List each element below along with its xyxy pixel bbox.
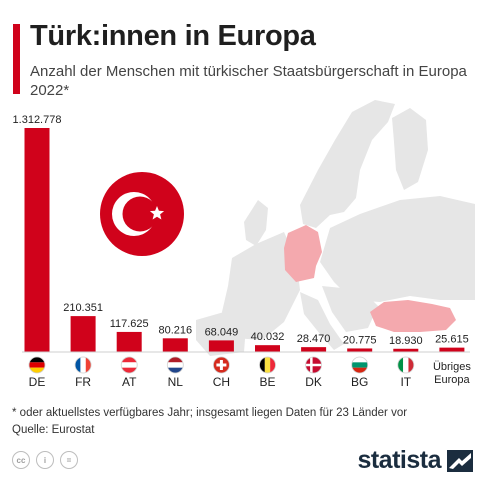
flag-nl-icon xyxy=(166,356,184,374)
statista-logo[interactable]: statista xyxy=(357,446,473,475)
value-label-dk: 28.470 xyxy=(297,333,331,345)
turkey-flag-emblem xyxy=(100,172,184,256)
map-uk xyxy=(244,200,268,246)
bar-at[interactable] xyxy=(116,331,142,352)
value-label-de: 1.312.778 xyxy=(13,114,62,126)
category-label-fr: FR xyxy=(75,375,91,389)
bar-it[interactable] xyxy=(393,348,419,352)
bar-be[interactable] xyxy=(255,345,280,352)
map-germany-highlight xyxy=(284,225,322,282)
category-label-de: DE xyxy=(29,375,46,389)
flag-at-icon xyxy=(120,356,138,374)
chart-subtitle: Anzahl der Menschen mit türkischer Staat… xyxy=(30,63,467,99)
value-label-übriges-europa: 25.615 xyxy=(435,334,469,346)
category-label-it: IT xyxy=(400,375,411,389)
license-icons: cc i = xyxy=(12,451,78,469)
category-label-ch: CH xyxy=(213,375,230,389)
attribution-icon[interactable]: i xyxy=(36,451,54,469)
map-italy xyxy=(300,292,344,350)
map-balkans xyxy=(322,286,378,332)
flag-fr-icon xyxy=(74,356,92,374)
flag-it-icon xyxy=(397,356,415,374)
category-label-nl: NL xyxy=(168,375,184,389)
bar-fr[interactable] xyxy=(70,316,96,352)
bar-de[interactable] xyxy=(24,128,50,352)
value-label-bg: 20.775 xyxy=(343,334,377,346)
value-label-ch: 68.049 xyxy=(205,326,239,338)
footnote: * oder aktuellstes verfügbares Jahr; ins… xyxy=(12,405,407,439)
no-derivatives-icon[interactable]: = xyxy=(60,451,78,469)
chart-title: Türk:innen in Europa xyxy=(30,20,316,52)
category-label-dk: DK xyxy=(305,375,322,389)
value-label-nl: 80.216 xyxy=(158,324,192,336)
value-label-fr: 210.351 xyxy=(63,302,103,314)
bar-dk[interactable] xyxy=(301,347,327,352)
flag-be-icon xyxy=(259,356,276,374)
map-eastern-europe xyxy=(320,196,475,302)
category-label-übriges-europa: Übriges xyxy=(433,361,471,373)
map-turkey-highlight xyxy=(370,300,456,332)
flag-ch-icon xyxy=(212,356,230,374)
title-accent-bar xyxy=(13,24,20,94)
bar-bg[interactable] xyxy=(347,348,373,352)
statista-mark-icon xyxy=(447,449,473,472)
category-label-be: BE xyxy=(259,375,275,389)
flag-dk-icon xyxy=(305,356,323,374)
source-text: Quelle: Eurostat xyxy=(12,424,95,436)
value-label-it: 18.930 xyxy=(389,335,423,347)
crescent-inner xyxy=(122,196,158,232)
star-icon xyxy=(149,206,165,220)
footnote-text: * oder aktuellstes verfügbares Jahr; ins… xyxy=(12,407,408,419)
brand-name: statista xyxy=(357,446,441,474)
bar-ch[interactable] xyxy=(208,340,234,352)
europe-map-background xyxy=(196,100,475,356)
category-label-übriges-europa: Europa xyxy=(434,374,470,386)
bar-übriges-europa[interactable] xyxy=(439,347,465,352)
value-label-at: 117.625 xyxy=(110,318,149,330)
map-western-europe xyxy=(222,232,300,340)
map-scandinavia xyxy=(300,100,395,228)
category-label-at: AT xyxy=(122,375,137,389)
creative-commons-icon[interactable]: cc xyxy=(12,451,30,469)
value-label-be: 40.032 xyxy=(251,331,285,343)
flag-de-icon xyxy=(28,356,46,374)
category-label-bg: BG xyxy=(351,375,368,389)
bar-nl[interactable] xyxy=(162,338,188,352)
map-finland xyxy=(392,108,428,190)
flag-bg-icon xyxy=(351,356,369,374)
